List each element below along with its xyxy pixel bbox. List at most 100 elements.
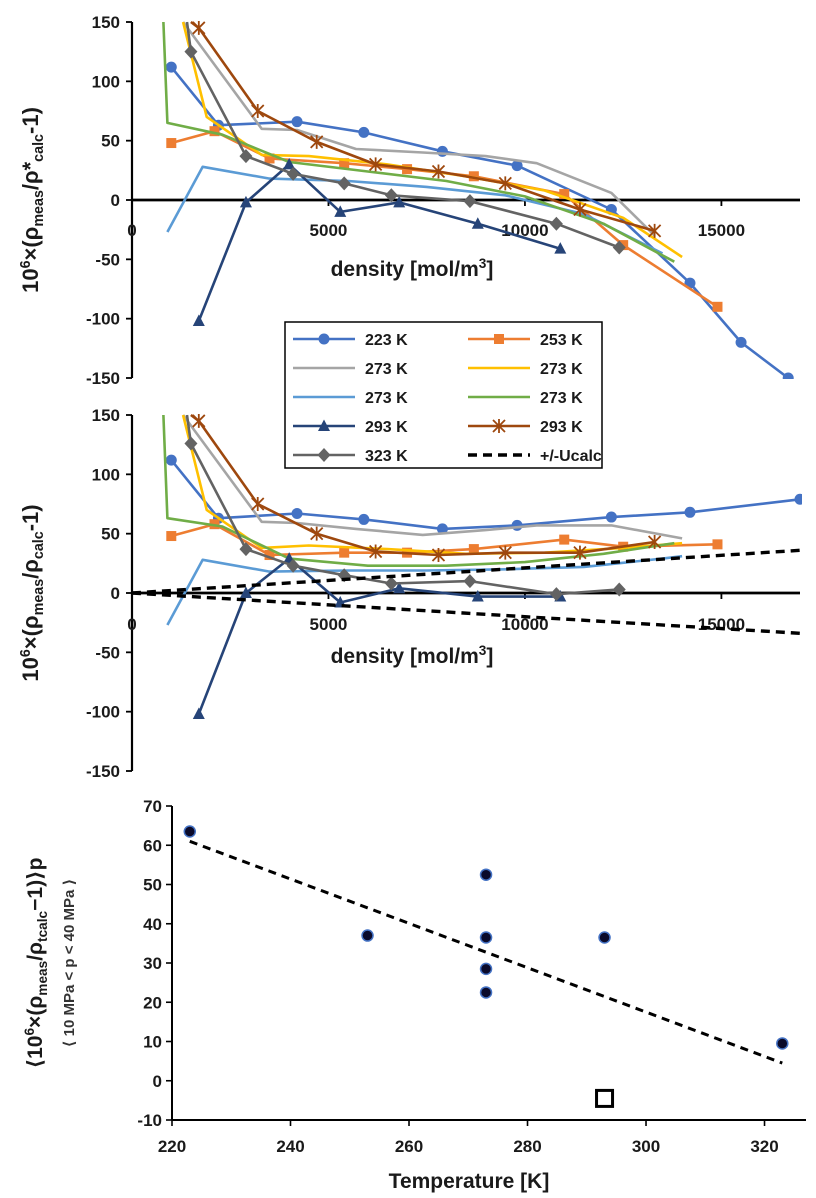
data-point <box>498 176 512 191</box>
data-point <box>192 314 205 327</box>
data-point <box>239 586 252 598</box>
data-point <box>361 929 374 942</box>
legend-box <box>284 321 603 469</box>
data-point <box>471 590 484 602</box>
data-point <box>239 149 253 164</box>
x-tick-label: 5000 <box>310 615 348 634</box>
data-point <box>192 21 206 35</box>
legend-marker <box>318 419 330 431</box>
data-point <box>251 497 265 511</box>
y-tick-label: 0 <box>111 584 120 603</box>
data-point <box>251 104 265 118</box>
series-line <box>182 414 683 540</box>
data-point <box>511 160 523 172</box>
data-point <box>184 44 198 59</box>
y-tick-label: 40 <box>143 915 162 934</box>
data-point <box>291 507 303 519</box>
legend-label: 223 K <box>365 332 408 349</box>
y-tick-label: -100 <box>86 703 120 722</box>
data-point <box>612 582 626 597</box>
data-point <box>165 454 177 466</box>
data-point <box>647 223 662 238</box>
data-point <box>436 523 448 535</box>
data-point <box>684 506 696 518</box>
data-point <box>735 336 747 348</box>
data-point <box>264 550 275 561</box>
data-point <box>264 153 275 164</box>
y-tick-label: 100 <box>92 465 120 484</box>
data-point <box>393 195 406 208</box>
data-point <box>310 526 324 541</box>
data-point <box>283 157 296 170</box>
data-point <box>239 542 253 557</box>
x-tick-label: 240 <box>276 1137 304 1156</box>
data-point <box>209 126 220 137</box>
data-point <box>431 164 446 179</box>
data-point <box>165 61 177 73</box>
data-point <box>436 145 448 157</box>
data-point <box>573 545 587 560</box>
legend-label: 323 K <box>365 448 408 465</box>
y-tick-label: -150 <box>86 762 120 781</box>
data-point <box>358 126 370 138</box>
data-point <box>339 158 350 169</box>
legend-marker <box>494 334 504 344</box>
data-point <box>498 545 512 560</box>
x-tick-label: 0 <box>127 615 136 634</box>
x-tick-label: 0 <box>127 221 136 240</box>
data-point <box>166 138 177 149</box>
y-tick-label: 150 <box>92 406 120 425</box>
data-point <box>166 531 177 542</box>
data-point <box>794 493 802 505</box>
data-point <box>712 301 723 312</box>
x-tick-label: 10000 <box>501 615 548 634</box>
data-point <box>573 202 587 217</box>
series-group <box>132 414 802 720</box>
y-tick-label: 0 <box>153 1072 162 1091</box>
data-point <box>368 544 383 559</box>
data-point <box>334 205 347 217</box>
data-point <box>368 157 383 172</box>
data-point <box>384 188 398 203</box>
data-point <box>291 116 303 128</box>
y-tick-label: 70 <box>143 797 162 816</box>
data-point <box>511 519 523 531</box>
data-point <box>549 216 563 231</box>
panel-3: -10 0 10 20 30 40 50 60 70 220 240 260 280 300 320 Temp… <box>22 797 806 1193</box>
series-line <box>170 459 801 531</box>
data-point <box>463 574 477 589</box>
data-point <box>463 194 477 209</box>
y-tick-label: -50 <box>95 643 120 662</box>
data-point <box>712 539 723 550</box>
x-axis-title: density [mol/m3] <box>331 643 494 668</box>
y-tick-label: 50 <box>101 132 120 151</box>
legend-layer: 223 K 253 K 273 K 273 K 273 K 273 K 293 K 293 K… <box>284 321 603 469</box>
y-tick-label: 100 <box>92 72 120 91</box>
legend-label: 273 K <box>365 390 408 407</box>
data-point <box>184 436 198 451</box>
series-line <box>185 21 620 249</box>
y-tick-label: 20 <box>143 993 162 1012</box>
data-point <box>471 217 484 229</box>
x-tick-label: 320 <box>750 1137 778 1156</box>
legend-label: +/-Ucalc <box>540 448 602 465</box>
data-point <box>598 931 611 944</box>
data-point <box>358 513 370 525</box>
data-point <box>286 558 300 573</box>
data-point <box>549 587 563 602</box>
y-tick-label: -10 <box>137 1111 162 1130</box>
data-point <box>554 242 567 254</box>
data-point <box>384 576 398 591</box>
data-point <box>192 707 205 720</box>
data-point <box>647 534 662 549</box>
y-tick-label: 150 <box>92 13 120 32</box>
data-point <box>605 511 617 523</box>
data-point <box>782 372 794 379</box>
series-group <box>162 21 794 379</box>
x-tick-label: 280 <box>513 1137 541 1156</box>
data-point <box>183 825 197 838</box>
y-axis-title: ⟨106×(ρmeas/ρtcalc−1)⟩p <box>22 858 50 1069</box>
